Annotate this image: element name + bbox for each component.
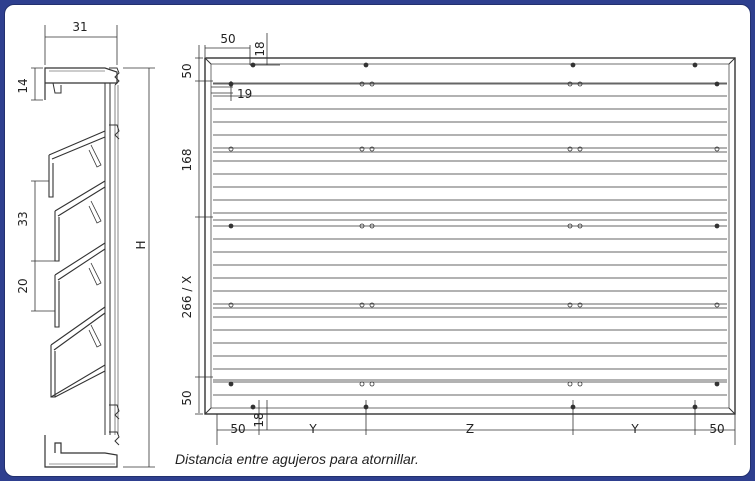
screw-hole	[228, 223, 234, 229]
dim-top-edge: 50	[180, 63, 194, 78]
dim-top-14: 14	[16, 78, 30, 93]
screw-hole	[577, 381, 583, 387]
front-view	[204, 57, 736, 415]
dim-span-y-right: Y	[630, 422, 639, 436]
screw-hole	[567, 381, 573, 387]
screw-hole	[714, 223, 720, 229]
dim-bottom-right: 50	[709, 422, 724, 436]
side-profile	[44, 67, 120, 468]
dim-width-31: 31	[72, 20, 87, 34]
screw-hole	[359, 146, 365, 152]
screw-hole	[369, 302, 375, 308]
screw-hole	[359, 381, 365, 387]
dim-bottom-edge: 50	[180, 390, 194, 405]
screw-hole	[369, 81, 375, 87]
dim-bottom-hole-offset: 18	[252, 412, 266, 427]
screw-hole	[714, 146, 720, 152]
screw-hole	[359, 302, 365, 308]
profile-labels: 31 14 33 20 H	[16, 20, 148, 294]
dim-pitch-33: 33	[16, 211, 30, 226]
screw-hole	[577, 223, 583, 229]
dim-row-spacing-266: 266 / X	[180, 276, 194, 319]
dim-gap-20: 20	[16, 278, 30, 293]
screw-hole	[714, 381, 720, 387]
dim-side-offset: 19	[237, 87, 252, 101]
drawing-panel: 31 14 33 20 H 50 50 18 19 168 266 / X 50…	[4, 4, 751, 477]
screw-hole	[567, 146, 573, 152]
screw-hole	[228, 381, 234, 387]
screw-hole	[359, 81, 365, 87]
screw-hole	[250, 404, 256, 410]
screw-hole	[577, 302, 583, 308]
screw-hole	[567, 81, 573, 87]
screw-hole	[369, 381, 375, 387]
front-dimensions	[195, 33, 736, 445]
screw-hole	[570, 62, 576, 68]
screw-hole	[714, 302, 720, 308]
screw-hole	[228, 302, 234, 308]
screw-hole	[692, 62, 698, 68]
dim-row-spacing-168: 168	[180, 149, 194, 172]
screw-hole	[577, 81, 583, 87]
technical-drawing: 31 14 33 20 H 50 50 18 19 168 266 / X 50…	[16, 20, 736, 468]
screw-hole	[228, 146, 234, 152]
screw-hole	[567, 223, 573, 229]
screw-hole	[369, 146, 375, 152]
dim-corner-50: 50	[220, 32, 235, 46]
front-labels: 50 50 18 19 168 266 / X 50 50 18 Y Z Y 5…	[180, 32, 725, 436]
caption: Distancia entre agujeros para atornillar…	[175, 451, 419, 467]
profile-dimensions	[31, 25, 155, 468]
dim-hole-offset: 18	[253, 41, 267, 56]
dim-bottom-left: 50	[230, 422, 245, 436]
screw-hole	[359, 223, 365, 229]
screw-hole	[577, 146, 583, 152]
screw-hole	[714, 81, 720, 87]
screw-holes	[228, 62, 720, 410]
screw-hole	[567, 302, 573, 308]
dim-span-y-left: Y	[308, 422, 317, 436]
screw-hole	[363, 62, 369, 68]
front-slats	[213, 82, 727, 396]
dim-span-z: Z	[466, 422, 474, 436]
dim-height-h: H	[134, 240, 148, 249]
screw-hole	[369, 223, 375, 229]
